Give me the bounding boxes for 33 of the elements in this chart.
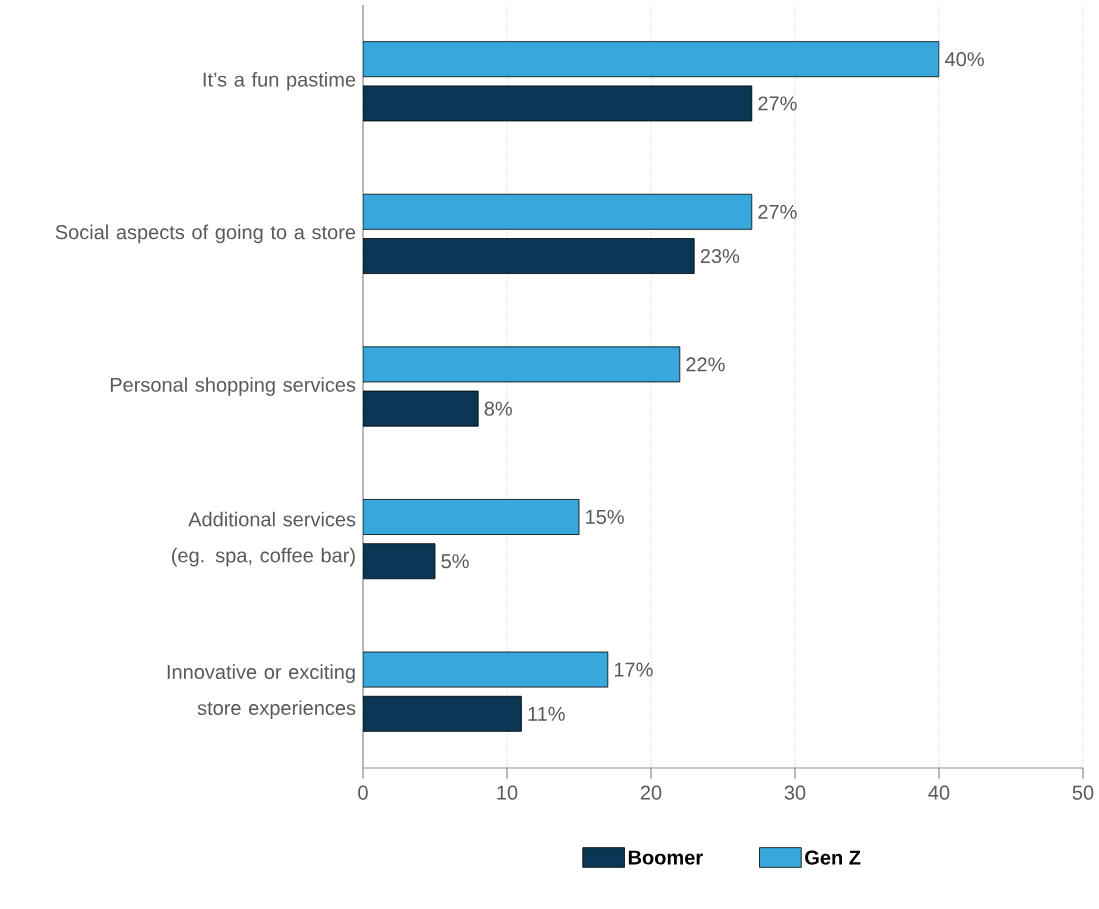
data-label: 17% [614, 662, 653, 677]
bar [363, 238, 695, 274]
legend-label: Boomer [628, 850, 703, 865]
data-label: 11% [528, 706, 565, 721]
x-tick-label: 0 [358, 785, 368, 800]
data-label: 15% [586, 509, 624, 524]
legend-label: Gen Z [805, 850, 861, 865]
data-label: 5% [441, 554, 469, 569]
y-tick-label: It’s a fun pastime [203, 71, 356, 91]
bar [363, 499, 580, 535]
bar [363, 193, 753, 230]
x-tick-label: 10 [497, 785, 518, 800]
bar [363, 543, 436, 580]
x-tick-label: 50 [1072, 785, 1094, 800]
y-tick-label: Social aspects of going to a store [55, 224, 356, 244]
data-label: 27% [758, 204, 797, 219]
bar [363, 41, 940, 78]
bar [363, 85, 753, 122]
y-tick-label: Additional services (eg. spa, coffee bar) [172, 511, 356, 567]
data-label: 22% [686, 357, 725, 372]
y-tick-label: Innovative or exciting store experiences [167, 664, 356, 720]
x-tick-label: 40 [928, 785, 950, 800]
x-tick-label: 20 [640, 785, 662, 800]
data-label: 27% [758, 96, 797, 111]
x-tick-label: 30 [784, 785, 806, 800]
bar [363, 390, 479, 427]
y-tick-label: Personal shopping services [110, 377, 356, 396]
bar [363, 651, 609, 688]
bar [363, 695, 522, 732]
data-label: 8% [484, 401, 512, 416]
data-label: 40% [945, 52, 984, 67]
bar [363, 346, 681, 383]
data-label: 23% [700, 248, 740, 264]
